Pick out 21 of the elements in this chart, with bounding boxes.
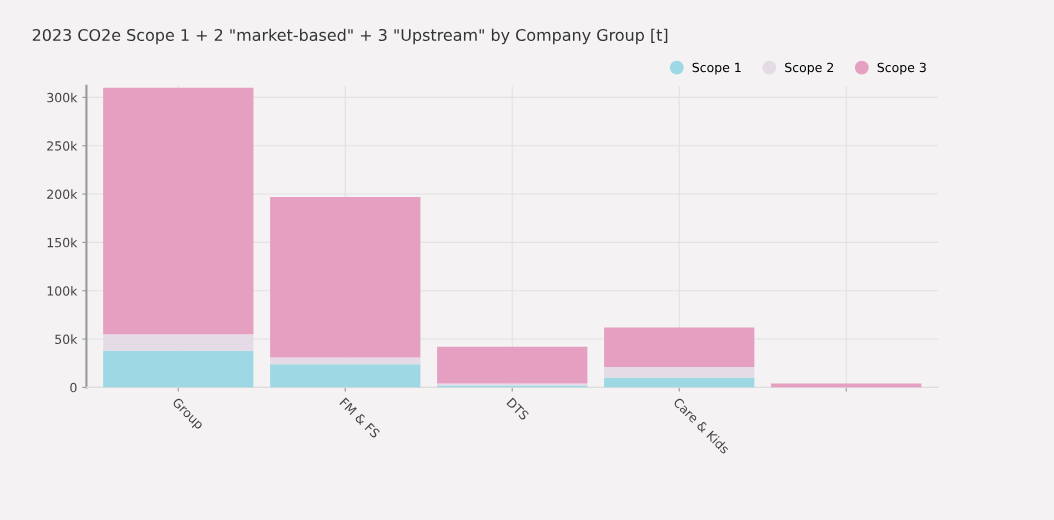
- legend-label: Scope 3: [877, 62, 926, 75]
- legend-label: Scope 2: [785, 62, 834, 75]
- bar: [604, 327, 755, 368]
- bar: [103, 87, 254, 335]
- y-tick-label: 200k: [47, 189, 78, 199]
- bar: [437, 346, 588, 384]
- bar: [103, 350, 254, 388]
- x-tick-label: FM & FS: [339, 397, 381, 439]
- bar: [270, 196, 421, 358]
- bar: [604, 367, 755, 378]
- bar: [270, 364, 421, 388]
- bar: [270, 357, 421, 365]
- y-tick-label: 300k: [47, 92, 78, 103]
- y-tick-label: 100k: [47, 285, 78, 296]
- y-tick-label: 0: [70, 382, 77, 393]
- y-tick-label: 150k: [47, 237, 78, 248]
- bar: [604, 377, 755, 388]
- y-tick-label: 50k: [55, 334, 78, 344]
- chart-title: 2023 CO2e Scope 1 + 2 "market-based" + 3 "Upstream" by Company Group [t]: [32, 28, 668, 45]
- legend-label: Scope 1: [692, 62, 741, 75]
- y-tick-label: 250k: [47, 140, 78, 151]
